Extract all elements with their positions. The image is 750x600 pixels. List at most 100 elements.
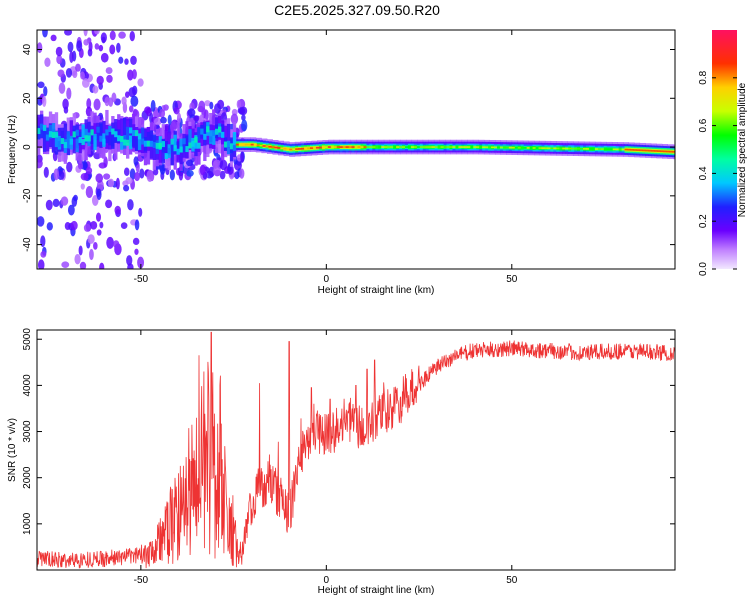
heatmap-ridge-cell	[381, 146, 385, 148]
heatmap-ridge-cell	[458, 146, 462, 148]
heatmap-ridge-cell	[461, 146, 465, 148]
heatmap-noise-blob	[98, 44, 104, 52]
heatmap-ridge-cell	[366, 146, 370, 148]
y-tick-label: 3000	[22, 420, 33, 443]
heatmap-ridge-cell	[547, 147, 551, 150]
heatmap-ridge-cell	[93, 136, 97, 150]
heatmap-ridge-cell	[660, 150, 664, 153]
heatmap-noise-blob	[153, 117, 162, 126]
heatmap-ridge-cell	[268, 145, 272, 148]
snr-line-plot	[37, 331, 675, 569]
heatmap-ridge-cell	[304, 147, 308, 150]
heatmap-noise-blob	[83, 30, 88, 37]
heatmap-ridge-cell	[312, 147, 317, 149]
heatmap-noise-blob	[219, 159, 228, 171]
heatmap-ridge-cell	[111, 122, 115, 147]
heatmap-noise-blob	[37, 216, 45, 227]
heatmap-ridge-cell	[360, 146, 364, 148]
heatmap-ridge-cell	[407, 146, 412, 148]
heatmap-noise-blob	[37, 42, 43, 54]
heatmap-ridge-cell	[446, 146, 450, 148]
y-tick-label: 0	[22, 144, 33, 150]
heatmap-noise-blob	[204, 100, 211, 107]
heatmap-ridge-cell	[57, 141, 62, 148]
heatmap-ridge-cell	[470, 146, 474, 148]
heatmap-noise-blob	[128, 87, 136, 98]
heatmap-ridge-cell	[253, 143, 257, 146]
heatmap-ridge-cell	[226, 140, 231, 155]
heatmap-noise-blob	[94, 43, 100, 50]
heatmap-ridge-cell	[235, 143, 240, 146]
heatmap-ridge-cell	[449, 146, 453, 148]
heatmap-ridge-cell	[164, 153, 168, 160]
heatmap-ridge-cell	[295, 148, 299, 150]
heatmap-ridge-cell	[532, 147, 536, 149]
page-title: C2E5.2025.327.09.50.R20	[274, 2, 440, 18]
heatmap-noise-blob	[75, 63, 81, 72]
heatmap-ridge-cell	[556, 147, 560, 150]
heatmap-ridge-cell	[66, 134, 71, 149]
heatmap-noise-blob	[66, 161, 73, 173]
heatmap-noise-blob	[126, 255, 133, 266]
heatmap-ridge-cell	[140, 138, 145, 145]
heatmap-ridge-cell	[226, 140, 231, 147]
heatmap-noise-blob	[118, 56, 124, 64]
heatmap-noise-blob	[116, 42, 121, 53]
heatmap-ridge-cell	[69, 120, 73, 145]
heatmap-ridge-cell	[568, 147, 572, 150]
heatmap-ridge-cell	[274, 146, 278, 149]
heatmap-noise-blob	[105, 199, 113, 209]
heatmap-ridge-cell	[128, 127, 133, 134]
heatmap-ridge-cell	[574, 147, 578, 150]
heatmap-ridge-cell	[597, 148, 602, 150]
heatmap-ridge-cell	[401, 146, 406, 148]
heatmap-ridge-cell	[173, 145, 177, 152]
x-tick-label: 50	[506, 274, 518, 285]
heatmap-ridge-cell	[131, 133, 136, 147]
heatmap-noise-blob	[169, 169, 175, 181]
y-tick-label: 1000	[22, 512, 33, 535]
heatmap-ridge-cell	[170, 138, 174, 153]
heatmap-ridge-cell	[197, 127, 201, 141]
colorbar-tick-label: 0.6	[698, 118, 709, 132]
heatmap-noise-blob	[77, 162, 83, 170]
heatmap-ridge-cell	[232, 144, 237, 151]
heatmap-ridge-cell	[642, 149, 646, 152]
heatmap-ridge-cell	[526, 147, 530, 149]
heatmap-ridge-cell	[54, 131, 59, 138]
heatmap-noise-blob	[67, 204, 75, 216]
heatmap-noise-blob	[137, 78, 144, 87]
heatmap-ridge-cell	[87, 135, 91, 142]
heatmap-ridge-cell	[170, 141, 174, 166]
heatmap-ridge-cell	[244, 143, 249, 146]
heatmap-ridge-cell	[48, 131, 53, 138]
heatmap-ridge-cell	[271, 146, 275, 149]
heatmap-ridge-cell	[128, 135, 133, 150]
x-tick-label: -50	[134, 575, 149, 586]
heatmap-noise-blob	[236, 99, 242, 109]
heatmap-noise-blob	[124, 58, 129, 65]
heatmap-ridge-cell	[434, 146, 438, 148]
heatmap-ridge-cell	[550, 147, 554, 150]
heatmap-noise-blob	[95, 173, 103, 183]
snr-frame	[36, 329, 676, 571]
heatmap-ridge-cell	[327, 146, 332, 148]
heatmap-noise-blob	[137, 256, 145, 269]
heatmap-ridge-cell	[250, 143, 254, 146]
heatmap-ridge-cell	[96, 126, 100, 141]
heatmap-noise-blob	[42, 96, 47, 107]
heatmap-ridge-cell	[351, 146, 355, 148]
heatmap-ridge-cell	[149, 140, 154, 147]
heatmap-ridge-cell	[126, 126, 130, 141]
heatmap-ridge-cell	[72, 129, 76, 154]
heatmap-ridge-cell	[232, 132, 237, 146]
heatmap-ridge-cell	[90, 130, 94, 145]
heatmap-ridge-cell	[220, 131, 225, 138]
heatmap-ridge-cell	[158, 138, 163, 163]
heatmap-ridge-cell	[51, 123, 56, 137]
heatmap-ridge-cell	[212, 131, 216, 145]
heatmap-noise-blob	[76, 40, 83, 52]
heatmap-ridge-cell	[562, 147, 566, 150]
heatmap-ridge-cell	[191, 140, 195, 147]
heatmap-ridge-cell	[102, 120, 106, 145]
